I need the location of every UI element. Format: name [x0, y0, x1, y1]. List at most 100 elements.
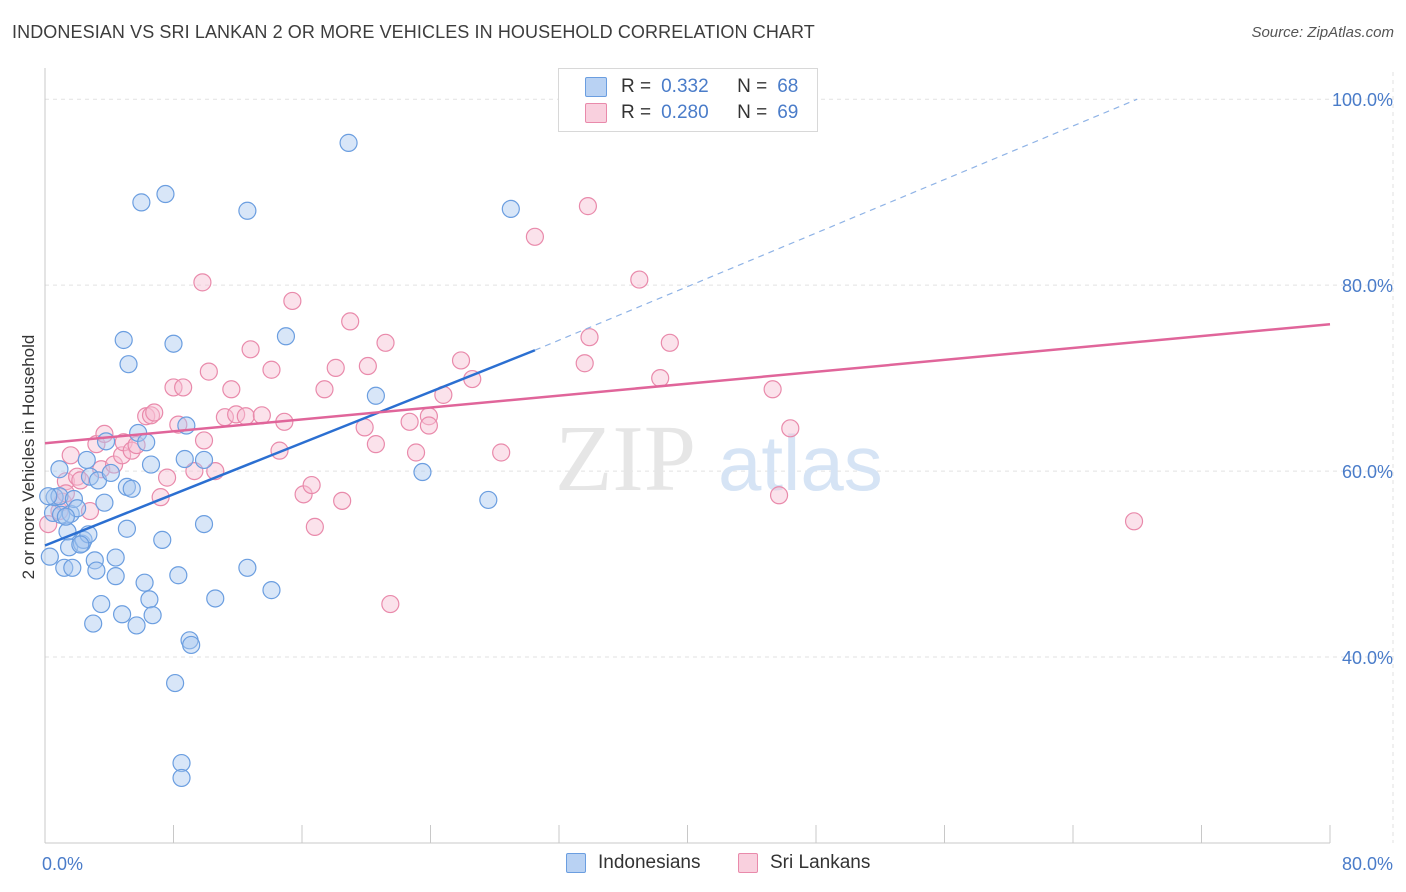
indonesians-point: [77, 450, 96, 470]
sri-lankans-point: [660, 333, 679, 352]
indonesians-point: [182, 635, 201, 655]
indonesians-point: [156, 184, 175, 204]
axes: [44, 68, 1331, 844]
sri-lankans-point: [326, 358, 345, 377]
sri-lankans-point: [39, 514, 58, 534]
sri-lankans-point: [341, 312, 360, 331]
watermark-atlas: atlas: [718, 419, 883, 507]
y-tick-label: 60.0%: [1342, 462, 1393, 482]
source-label: Source: ZipAtlas.com: [1251, 24, 1394, 41]
indonesians-point: [135, 573, 154, 592]
indonesians-point: [63, 558, 82, 577]
sri-lankans-point: [315, 380, 334, 399]
indonesians-point: [106, 567, 125, 586]
indonesians-point: [169, 566, 188, 585]
indonesians-point: [479, 490, 498, 510]
legend-swatch-blue: [585, 77, 607, 97]
legend-n-label: N =: [737, 102, 768, 123]
watermark-zip: ZIP: [555, 407, 696, 511]
sri-lankans-point: [157, 468, 177, 487]
indonesians-point: [101, 463, 120, 483]
grid-lines: [45, 72, 1394, 843]
series-legend: Indonesians Sri Lankans: [0, 852, 1406, 878]
indonesians-point: [206, 589, 225, 608]
series-swatch-blue: [566, 853, 586, 873]
sri-lankans-point: [366, 435, 385, 454]
indonesians-point: [143, 606, 162, 625]
indonesians-trend-line: [44, 349, 536, 547]
indonesians-point: [262, 581, 281, 600]
legend-row-sri-lankans: R = 0.280 N = 69: [585, 101, 798, 125]
sri-lankans-point: [578, 197, 598, 216]
indonesians-point: [106, 548, 125, 567]
sri-lankans-point: [525, 227, 545, 246]
series-label-sri-lankans: Sri Lankans: [770, 852, 871, 873]
sri-lankans-point: [305, 517, 324, 536]
indonesians-point: [56, 507, 75, 526]
sri-lankans-point: [381, 594, 400, 614]
sri-lankans-point: [492, 443, 511, 462]
legend-r-label: R =: [621, 76, 652, 97]
legend-n-value: 69: [777, 102, 799, 123]
indonesians-point: [140, 590, 159, 609]
indonesians-point: [172, 753, 191, 773]
indonesians-point: [194, 450, 214, 470]
sri-lankans-point: [451, 351, 471, 370]
indonesians-point: [50, 460, 69, 479]
indonesians-point: [194, 514, 214, 534]
indonesians-point: [112, 605, 132, 624]
indonesians-point: [84, 614, 103, 633]
legend: R = 0.332 N = 68 R = 0.280 N = 69: [558, 68, 818, 132]
sri-lankans-point: [194, 431, 214, 450]
indonesians-point: [175, 449, 194, 469]
sri-lankans-point: [252, 406, 271, 425]
sri-lankans-point: [769, 486, 789, 505]
indonesians-point: [127, 616, 146, 635]
sri-lankans-point: [575, 354, 594, 373]
sri-lankans-point: [71, 471, 90, 490]
sri-lankans-point: [112, 446, 132, 465]
x-tick-label: 0.0%: [42, 854, 83, 874]
x-tick-labels: 0.0% 80.0%: [42, 854, 1393, 874]
sri-lankans-point: [145, 403, 164, 422]
series-legend-indonesians: Indonesians: [566, 852, 700, 874]
legend-r-value: 0.332: [661, 76, 709, 97]
sri-lankans-point: [141, 406, 161, 425]
indonesians-point: [339, 133, 358, 152]
sri-lankans-point: [283, 291, 302, 311]
sri-lankans-point: [763, 380, 782, 399]
chart-title: INDONESIAN VS SRI LANKAN 2 OR MORE VEHIC…: [12, 22, 815, 42]
indonesians-point: [172, 768, 191, 788]
sri-lankans-point: [376, 333, 395, 352]
x-tick-label: 80.0%: [1342, 854, 1393, 874]
legend-swatch-pink: [585, 103, 607, 123]
legend-row-indonesians: R = 0.332 N = 68: [585, 75, 798, 99]
indonesians-point: [164, 334, 183, 353]
sri-lankans-point: [1124, 512, 1144, 531]
y-tick-labels: 40.0% 60.0% 80.0% 100.0%: [1332, 90, 1393, 668]
sri-lankans-point: [333, 491, 352, 510]
indonesians-point: [238, 558, 257, 577]
indonesians-point: [501, 199, 520, 219]
sri-lankans-point: [222, 380, 241, 399]
sri-lankans-trend-line: [44, 322, 1331, 445]
sri-lankans-point: [358, 356, 377, 376]
sri-lankans-point: [400, 412, 419, 431]
sri-lankans-point: [122, 441, 141, 460]
sri-lankans-point: [164, 378, 183, 397]
indonesians-point: [166, 673, 185, 693]
sri-lankans-point: [630, 270, 649, 289]
indonesians-point: [366, 386, 385, 405]
sri-lankans-point: [174, 378, 193, 397]
indonesians-point: [71, 535, 90, 554]
sri-lankans-point: [406, 443, 426, 462]
legend-n-value: 68: [777, 76, 799, 97]
sri-lankans-point: [193, 273, 212, 292]
indonesians-point: [137, 433, 156, 452]
sri-lankans-point: [241, 340, 260, 359]
series-legend-sri-lankans: Sri Lankans: [738, 852, 870, 874]
sri-lankans-point: [781, 419, 800, 438]
indonesians-point: [153, 530, 172, 549]
indonesians-point: [114, 330, 133, 350]
